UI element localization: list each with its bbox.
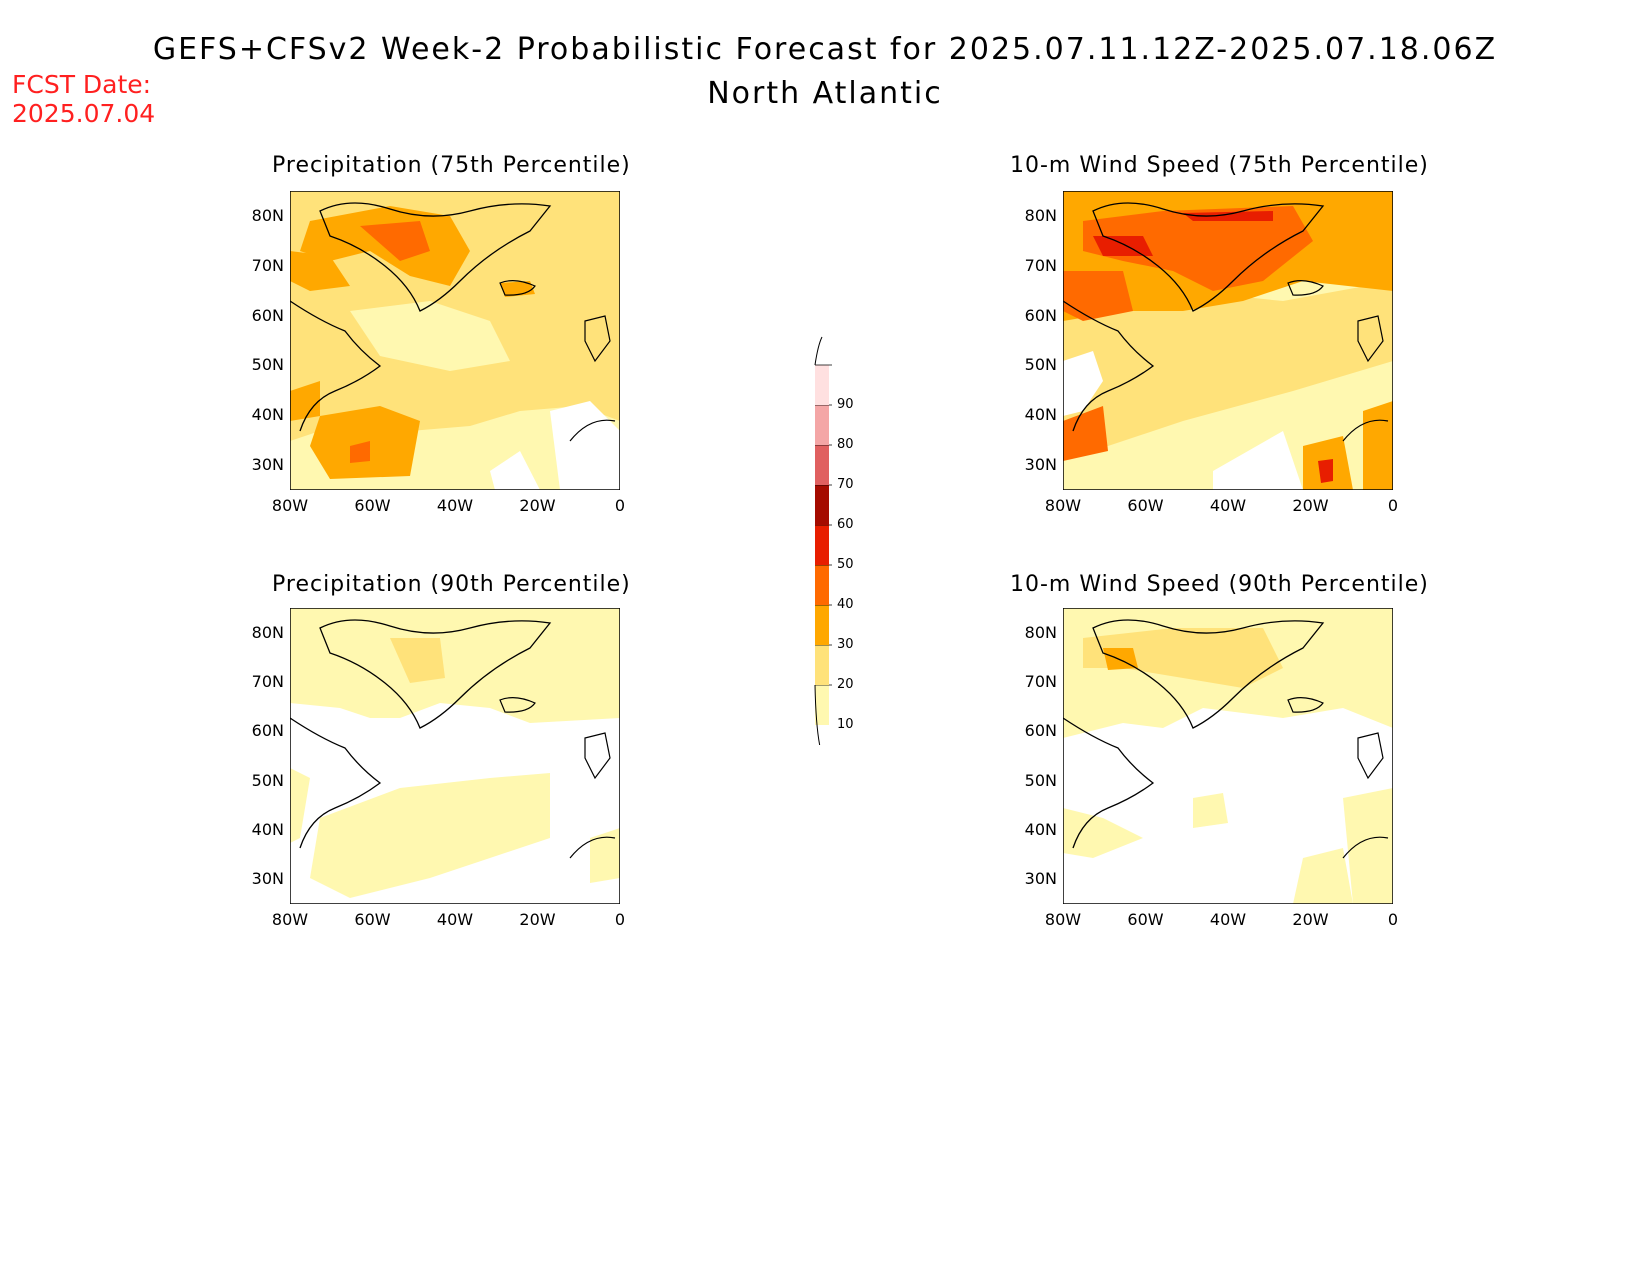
lon-tick-label: 80W [1044,496,1082,515]
lon-tick-label: 20W [519,910,556,929]
colorbar-level-label: 30 [837,637,854,652]
panel-title-wind-75: 10-m Wind Speed (75th Percentile) [1010,153,1429,178]
lon-tick-label: 60W [1127,496,1164,515]
lat-tick-label: 60N [1024,305,1057,325]
region-subtitle: North Atlantic [707,76,943,111]
lat-tick-label: 30N [1024,869,1057,889]
lon-tick-label: 80W [271,496,309,515]
lat-tick-label: 40N [251,405,284,425]
colorbar [814,336,832,745]
lat-tick-label: 80N [1024,205,1057,225]
lat-tick-label: 30N [1024,455,1057,475]
lat-tick-label: 50N [1024,355,1057,375]
colorbar-segment [815,645,829,685]
lat-tick-label: 70N [251,255,284,275]
map-precip-75 [290,191,620,490]
colorbar-level-label: 20 [837,677,854,692]
lat-tick-label: 40N [1024,405,1057,425]
lat-tick-label: 60N [251,721,284,741]
colorbar-segment [815,445,829,485]
lon-tick-label: 0 [614,910,626,929]
colorbar-segment [815,405,829,445]
lon-tick-label: 60W [1127,910,1164,929]
map-wind-90 [1063,608,1393,904]
panel-title-wind-90: 10-m Wind Speed (90th Percentile) [1010,572,1429,597]
main-title: GEFS+CFSv2 Week-2 Probabilistic Forecast… [152,32,1498,67]
lat-tick-label: 80N [1024,622,1057,642]
map-wind-75 [1063,191,1393,490]
colorbar-level-label: 10 [837,717,854,732]
fcst-date-value: 2025.07.04 [12,99,156,128]
colorbar-level-label: 90 [837,397,854,412]
colorbar-segment [815,565,829,605]
lat-tick-label: 70N [251,672,284,691]
fcst-date-label: FCST Date: [12,70,152,99]
lon-tick-label: 20W [1292,910,1329,929]
lon-tick-label: 40W [1209,496,1247,515]
colorbar-segment [815,485,829,525]
colorbar-level-label: 50 [837,557,854,572]
lat-tick-label: 60N [1024,721,1057,741]
colorbar-level-label: 60 [837,517,854,532]
lat-tick-label: 80N [251,622,284,642]
lon-tick-label: 20W [519,496,556,515]
colorbar-level-label: 80 [837,437,854,452]
lon-tick-label: 0 [1387,910,1399,929]
colorbar-segment [815,525,829,565]
lon-tick-label: 0 [614,496,626,515]
lat-tick-label: 50N [1024,770,1057,790]
lat-tick-label: 30N [251,869,284,889]
lon-tick-label: 40W [436,496,474,515]
map-precip-90 [290,608,620,904]
lon-tick-label: 60W [354,910,391,929]
panel-title-precip-90: Precipitation (90th Percentile) [272,572,631,597]
lon-tick-label: 0 [1387,496,1399,515]
lon-tick-label: 40W [436,910,474,929]
lat-tick-label: 80N [251,205,284,225]
lat-tick-label: 50N [251,770,284,790]
lon-tick-label: 80W [271,910,309,929]
lon-tick-label: 20W [1292,496,1329,515]
colorbar-segment [815,685,829,725]
colorbar-level-label: 70 [837,477,854,492]
lat-tick-label: 70N [1024,255,1057,275]
colorbar-level-label: 40 [837,597,854,612]
lon-tick-label: 60W [354,496,391,515]
lat-tick-label: 60N [251,305,284,325]
lon-tick-label: 40W [1209,910,1247,929]
lat-tick-label: 40N [1024,820,1057,839]
lat-tick-label: 30N [251,455,284,475]
colorbar-segment [815,365,829,405]
lat-tick-label: 70N [1024,672,1057,691]
lat-tick-label: 50N [251,355,284,375]
colorbar-segment [815,605,829,645]
lon-tick-label: 80W [1044,910,1082,929]
panel-title-precip-75: Precipitation (75th Percentile) [272,153,631,178]
lat-tick-label: 40N [251,820,284,839]
